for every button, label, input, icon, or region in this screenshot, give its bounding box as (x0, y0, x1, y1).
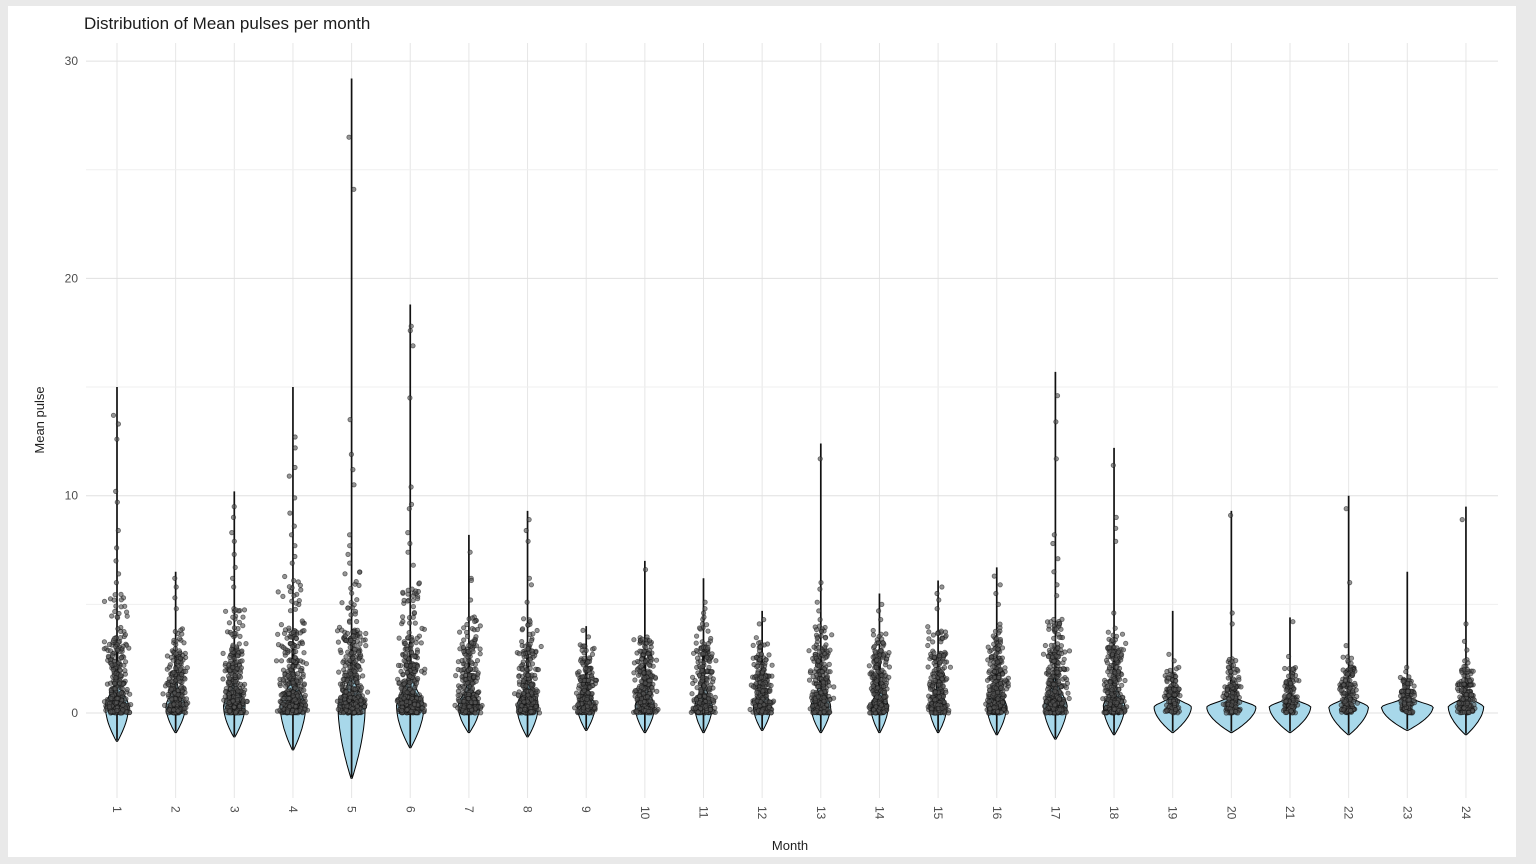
y-tick-label: 20 (65, 271, 79, 285)
x-tick-label: 3 (227, 806, 241, 813)
x-tick-label: 5 (345, 806, 359, 813)
x-tick-label: 23 (1400, 806, 1414, 820)
y-tick-label: 0 (71, 706, 78, 720)
jitter-points (101, 134, 1478, 716)
x-tick-label: 18 (1107, 806, 1121, 820)
x-tick-label: 24 (1459, 806, 1473, 820)
x-tick-label: 19 (1166, 806, 1180, 820)
y-axis-title: Mean pulse (32, 386, 47, 453)
x-tick-label: 7 (462, 806, 476, 813)
x-tick-label: 14 (872, 806, 886, 820)
x-tick-label: 15 (931, 806, 945, 820)
x-tick-label: 21 (1283, 806, 1297, 820)
x-tick-label: 1 (110, 806, 124, 813)
x-tick-label: 9 (579, 806, 593, 813)
x-tick-label: 16 (990, 806, 1004, 820)
y-tick-label: 10 (65, 489, 79, 503)
x-tick-label: 13 (814, 806, 828, 820)
x-axis-title: Month (772, 838, 808, 853)
x-tick-label: 2 (169, 806, 183, 813)
chart-title: Distribution of Mean pulses per month (84, 14, 370, 33)
y-axis-tick-labels: 0 10 20 30 (65, 54, 79, 720)
major-gridlines (86, 60, 1498, 714)
x-tick-label: 10 (638, 806, 652, 820)
x-tick-label: 17 (1048, 806, 1062, 820)
x-tick-label: 8 (521, 806, 535, 813)
x-tick-label: 12 (755, 806, 769, 820)
minor-gridlines (86, 169, 1498, 605)
x-tick-label: 11 (697, 806, 711, 819)
x-tick-label: 4 (286, 806, 300, 813)
x-tick-label: 20 (1224, 806, 1238, 820)
x-tick-label: 22 (1342, 806, 1356, 820)
x-axis-tick-labels: 1 2 3 4 5 6 7 8 9 10 11 12 13 14 15 16 17 18 19 20 21 22 23 24 (110, 806, 1473, 820)
x-tick-label: 6 (403, 806, 417, 813)
y-tick-label: 30 (65, 54, 79, 68)
